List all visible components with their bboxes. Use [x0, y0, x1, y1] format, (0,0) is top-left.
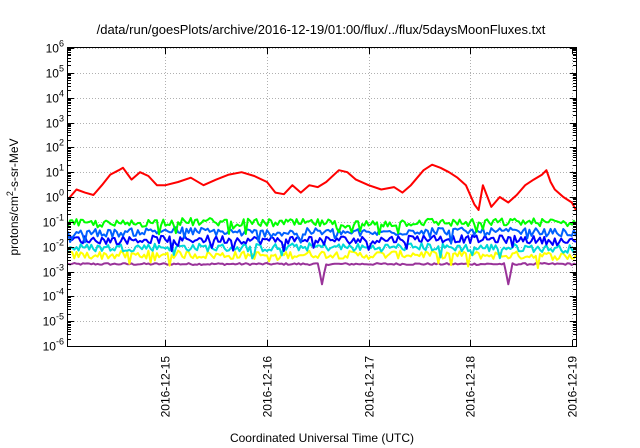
- plot-frame: [67, 47, 577, 347]
- y-tick-base: 10: [43, 266, 57, 280]
- series-line: [67, 226, 577, 245]
- series-line: [67, 262, 577, 286]
- x-tick-label: 2016-12-19: [566, 356, 580, 418]
- y-tick-labels: 10-610-510-410-310-210-11001011021031041…: [43, 39, 64, 354]
- y-tick-base: 10: [43, 340, 57, 354]
- y-tick-label: 10-6: [43, 337, 64, 354]
- y-tick-exponent: 2: [59, 138, 64, 148]
- y-tick-label: 10-3: [43, 263, 64, 280]
- y-tick-base: 10: [43, 315, 57, 329]
- y-tick-exponent: -3: [56, 263, 64, 273]
- y-tick-base: 10: [46, 67, 60, 81]
- y-tick-exponent: 4: [59, 89, 64, 99]
- y-axis-label: protons/cm2-s-sr-MeV: [5, 138, 21, 255]
- x-axis-label: Coordinated Universal Time (UTC): [230, 431, 414, 445]
- y-tick-base: 10: [43, 241, 57, 255]
- y-tick-exponent: 1: [59, 163, 64, 173]
- y-tick-base: 10: [46, 92, 60, 106]
- x-tick-label: 2016-12-18: [464, 356, 478, 418]
- series-line: [67, 163, 577, 211]
- x-tick-label: 2016-12-16: [261, 356, 275, 418]
- y-tick-label: 105: [46, 64, 64, 81]
- y-tick-exponent: -6: [56, 337, 64, 347]
- x-tick-labels: 2016-12-15 2016-12-16 2016-12-17 2016-12-18…: [159, 356, 580, 418]
- y-axis-label-sup: 2: [5, 191, 15, 196]
- y-tick-label: 10-5: [43, 312, 64, 329]
- chart-title: /data/run/goesPlots/archive/2016-12-19/0…: [97, 22, 546, 37]
- series-layer: [67, 163, 577, 286]
- y-axis-label-main: protons/cm: [7, 196, 21, 255]
- series-line: [67, 234, 577, 253]
- y-tick-exponent: 0: [59, 188, 64, 198]
- y-tick-label: 106: [46, 39, 64, 56]
- y-tick-base: 10: [46, 117, 60, 131]
- y-tick-label: 101: [46, 163, 64, 180]
- y-tick-label: 103: [46, 114, 64, 131]
- y-tick-base: 10: [46, 191, 60, 205]
- y-tick-label: 100: [46, 188, 64, 205]
- y-tick-label: 10-2: [43, 238, 64, 255]
- y-tick-exponent: -4: [56, 287, 64, 297]
- axis-ticks: [68, 48, 576, 347]
- x-tick-label: 2016-12-17: [363, 356, 377, 418]
- y-tick-base: 10: [46, 141, 60, 155]
- series-line: [67, 249, 577, 269]
- y-tick-exponent: 3: [59, 114, 64, 124]
- y-tick-base: 10: [43, 290, 57, 304]
- y-tick-exponent: -1: [56, 213, 64, 223]
- y-tick-base: 10: [46, 42, 60, 56]
- y-tick-label: 102: [46, 138, 64, 155]
- y-tick-label: 10-4: [43, 287, 64, 304]
- y-tick-exponent: -2: [56, 238, 64, 248]
- y-tick-base: 10: [46, 166, 60, 180]
- y-axis-label-rest: -s-sr-MeV: [7, 138, 21, 191]
- series-line: [67, 242, 577, 260]
- y-tick-label: 104: [46, 89, 64, 106]
- series-line: [67, 217, 577, 236]
- x-tick-label: 2016-12-15: [159, 356, 173, 418]
- y-tick-exponent: 6: [59, 39, 64, 49]
- y-tick-exponent: -5: [56, 312, 64, 322]
- y-tick-base: 10: [43, 216, 57, 230]
- y-tick-exponent: 5: [59, 64, 64, 74]
- y-tick-label: 10-1: [43, 213, 64, 230]
